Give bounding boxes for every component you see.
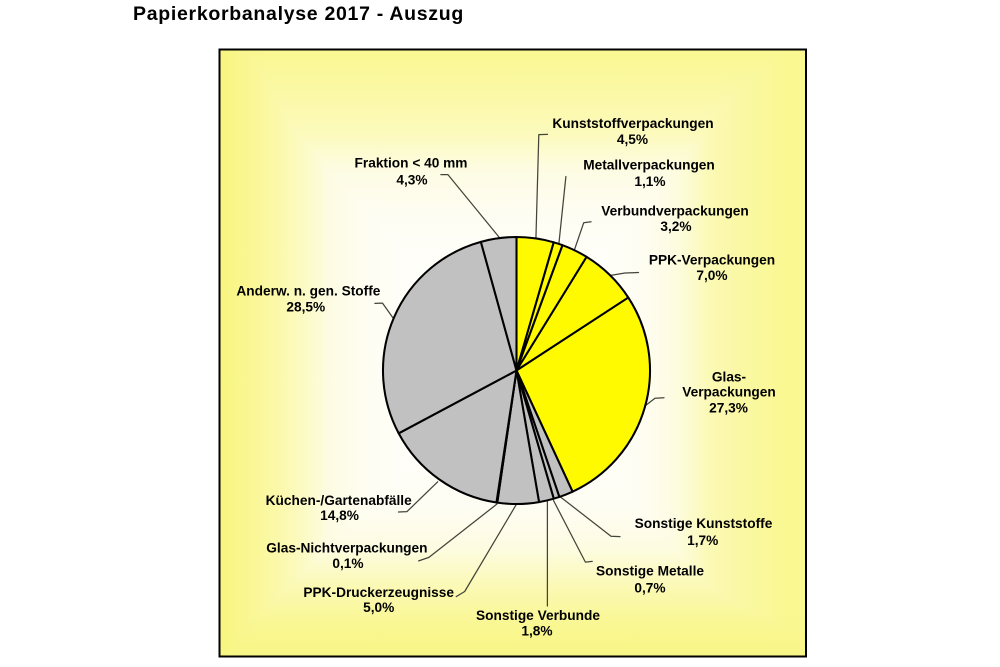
svg-text:Glas-Nichtverpackungen: Glas-Nichtverpackungen	[266, 541, 427, 556]
svg-text:1,1%: 1,1%	[634, 174, 665, 189]
svg-text:Verbundverpackungen: Verbundverpackungen	[601, 204, 749, 219]
svg-text:0,7%: 0,7%	[634, 581, 665, 596]
svg-text:3,2%: 3,2%	[660, 219, 691, 234]
svg-text:Anderw. n. gen. Stoffe: Anderw. n. gen. Stoffe	[236, 284, 380, 299]
svg-text:14,8%: 14,8%	[320, 508, 359, 523]
svg-text:0,1%: 0,1%	[332, 556, 363, 571]
svg-text:4,5%: 4,5%	[617, 132, 648, 147]
svg-text:Metallverpackungen: Metallverpackungen	[583, 158, 715, 173]
svg-text:Glas-: Glas-	[712, 370, 747, 385]
svg-text:1,8%: 1,8%	[521, 624, 552, 639]
svg-text:Verpackungen: Verpackungen	[682, 385, 776, 400]
svg-text:Sonstige Metalle: Sonstige Metalle	[596, 564, 704, 579]
svg-text:Sonstige Kunststoffe: Sonstige Kunststoffe	[635, 516, 773, 531]
svg-text:PPK-Verpackungen: PPK-Verpackungen	[649, 253, 775, 268]
svg-text:Fraktion < 40 mm: Fraktion < 40 mm	[355, 156, 468, 171]
svg-text:28,5%: 28,5%	[286, 299, 325, 314]
svg-text:PPK-Druckerzeugnisse: PPK-Druckerzeugnisse	[303, 585, 454, 600]
svg-text:Küchen-/Gartenabfälle: Küchen-/Gartenabfälle	[266, 493, 412, 508]
svg-text:1,7%: 1,7%	[687, 533, 718, 548]
svg-text:Kunststoffverpackungen: Kunststoffverpackungen	[552, 116, 713, 131]
svg-text:4,3%: 4,3%	[396, 173, 427, 188]
svg-text:Sonstige Verbunde: Sonstige Verbunde	[476, 608, 600, 623]
svg-text:7,0%: 7,0%	[696, 268, 727, 283]
svg-text:5,0%: 5,0%	[363, 600, 394, 615]
svg-text:27,3%: 27,3%	[709, 401, 748, 416]
